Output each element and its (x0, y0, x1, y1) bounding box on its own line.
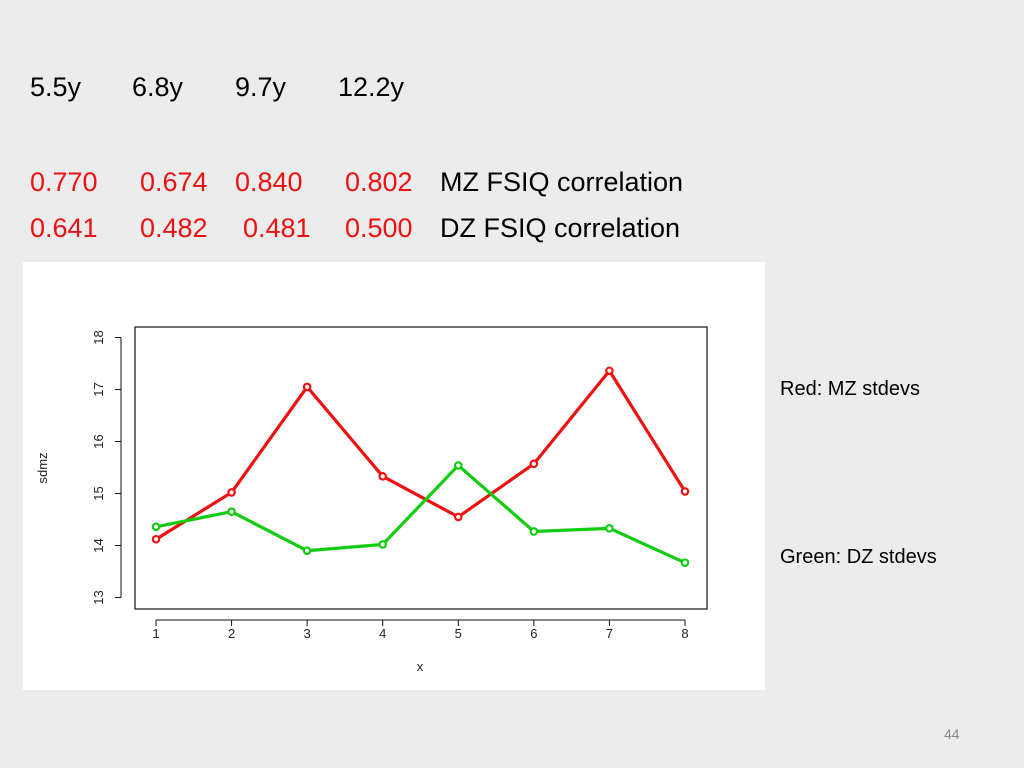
dz-correlation-value: 0.500 (345, 213, 413, 243)
y-tick-label: 18 (91, 330, 106, 344)
line-chart: 13 14 15 16 17 18 1 2 3 4 5 6 7 8 x sdmz (35, 326, 708, 674)
data-point (680, 487, 690, 496)
dz-caption: Green: DZ stdevs (780, 546, 937, 568)
age-label-1: 5.5y (30, 72, 82, 102)
mz-correlation-label: MZ FSIQ correlation (440, 167, 684, 197)
data-point (680, 558, 690, 567)
series-line (155, 368, 687, 541)
dz-correlation-value: 0.641 (30, 213, 98, 243)
data-point (302, 382, 312, 392)
y-tick-label: 16 (91, 434, 106, 448)
data-point (378, 540, 388, 549)
mz-correlation-value: 0.802 (345, 167, 413, 197)
x-tick-label: 7 (606, 626, 613, 641)
mz-correlation-value: 0.840 (235, 167, 303, 197)
y-tick-label: 14 (91, 538, 106, 552)
data-point (453, 512, 463, 522)
plot-frame (134, 326, 708, 610)
age-label-4: 12.2y (338, 72, 405, 102)
y-tick-label: 15 (91, 486, 106, 500)
age-label-3: 9.7y (235, 72, 287, 102)
x-tick-label: 5 (455, 626, 462, 641)
series-line (155, 463, 686, 565)
data-point (529, 459, 539, 469)
data-point (453, 461, 463, 470)
x-tick-label: 2 (228, 626, 235, 641)
data-point (227, 488, 236, 497)
dz-correlation-value: 0.482 (140, 213, 208, 243)
data-point (378, 472, 388, 481)
data-point (605, 524, 614, 533)
mz-caption: Red: MZ stdevs (780, 378, 921, 400)
x-tick-label: 1 (152, 626, 159, 641)
data-point (151, 522, 161, 532)
data-point (151, 534, 161, 544)
slide-number: 44 (944, 726, 960, 742)
x-tick-label: 8 (681, 626, 688, 641)
chart-panel: 13 14 15 16 17 18 1 2 3 4 5 6 7 8 x sdmz (23, 262, 765, 690)
data-point (227, 507, 236, 517)
x-tick-label: 6 (530, 626, 537, 641)
data-point (605, 366, 614, 376)
x-tick-label: 3 (304, 626, 311, 641)
dz-correlation-label: DZ FSIQ correlation (440, 213, 681, 243)
dz-correlation-value: 0.481 (243, 213, 311, 243)
y-tick-label: 13 (91, 590, 106, 604)
y-tick-label: 17 (91, 382, 106, 396)
mz-correlation-value: 0.770 (30, 167, 98, 197)
y-axis-title: sdmz (35, 452, 50, 483)
data-point (529, 527, 539, 536)
x-axis-title: x (417, 659, 424, 674)
mz-correlation-value: 0.674 (140, 167, 208, 197)
x-tick-label: 4 (379, 626, 386, 641)
age-label-2: 6.8y (132, 72, 184, 102)
data-point (302, 546, 312, 556)
